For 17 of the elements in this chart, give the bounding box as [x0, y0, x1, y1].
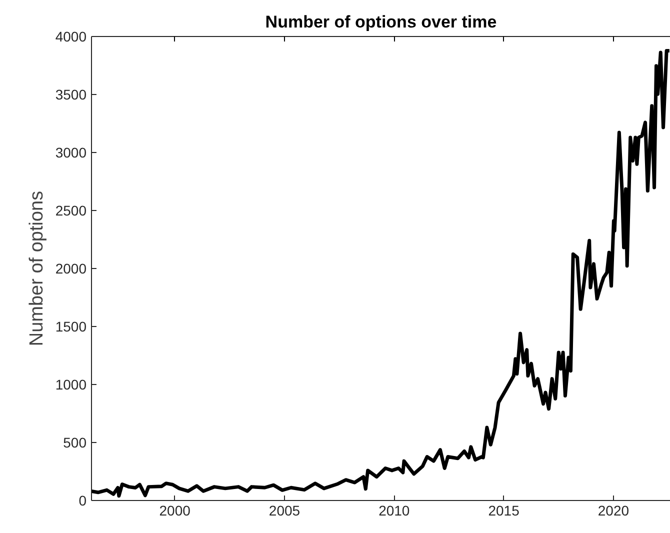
y-axis-title: Number of options: [26, 190, 48, 346]
y-tick-label: 3500: [55, 86, 87, 102]
x-tick-label: 2015: [488, 502, 520, 518]
chart-title: Number of options over time: [265, 12, 497, 32]
x-tick-label: 2005: [268, 502, 300, 518]
line-series: [92, 49, 670, 498]
y-tick-label: 0: [78, 492, 87, 508]
y-tick-label: 500: [63, 434, 87, 450]
x-tick-label: 2000: [159, 502, 191, 518]
y-tick-label: 2000: [55, 260, 87, 276]
y-tick-label: 2500: [55, 202, 87, 218]
x-tick-label: 2010: [378, 502, 410, 518]
y-tick-label: 1000: [55, 376, 87, 392]
y-tick-label: 1500: [55, 318, 87, 334]
y-tick-label: 4000: [55, 28, 87, 44]
x-tick-label: 2020: [598, 502, 630, 518]
y-tick-label: 3000: [55, 144, 87, 160]
